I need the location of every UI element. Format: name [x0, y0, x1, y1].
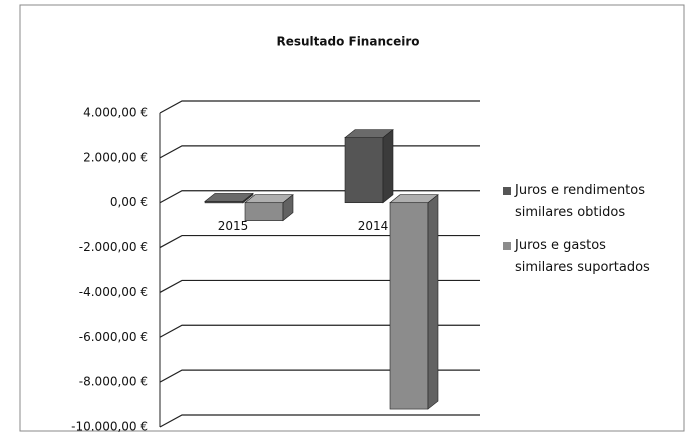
- x-tick-label: 2015: [218, 219, 249, 233]
- bar: [244, 194, 294, 222]
- y-tick-label: -6.000,00 €: [79, 330, 148, 344]
- grid-line: [159, 369, 480, 383]
- y-tick-label: 0,00 €: [110, 195, 148, 209]
- bar: [204, 192, 254, 204]
- grid-line: [159, 234, 480, 249]
- legend-swatch: [503, 242, 511, 250]
- bar-side: [427, 194, 439, 410]
- grid-line: [159, 279, 480, 293]
- bar-front: [389, 202, 429, 410]
- grid-line: [159, 100, 480, 114]
- bar-side: [382, 129, 394, 204]
- y-tick-label: -10.000,00 €: [71, 420, 148, 434]
- y-tick-label: -4.000,00 €: [79, 285, 148, 299]
- legend-label: Juros e rendimentos similares obtidos: [515, 183, 646, 220]
- bar-side: [242, 192, 254, 204]
- grid-line: [159, 324, 480, 338]
- grid-line: [159, 414, 480, 428]
- y-tick-label: 4.000,00 €: [83, 106, 148, 120]
- x-tick-label: 2014: [358, 219, 389, 233]
- legend-label: Juros e gastos similares suportados: [515, 238, 650, 275]
- chart-border: [19, 4, 685, 432]
- bar-front: [344, 137, 384, 204]
- y-tick-label: -2.000,00 €: [79, 240, 148, 254]
- bar-side: [282, 194, 294, 222]
- bar: [344, 129, 394, 204]
- bar-front: [244, 202, 284, 221]
- bar: [389, 194, 439, 410]
- y-tick-label: -8.000,00 €: [79, 375, 148, 389]
- chart-title: Resultado Financeiro: [276, 35, 419, 49]
- legend-swatch: [503, 187, 511, 195]
- y-tick-label: 2.000,00 €: [83, 150, 148, 164]
